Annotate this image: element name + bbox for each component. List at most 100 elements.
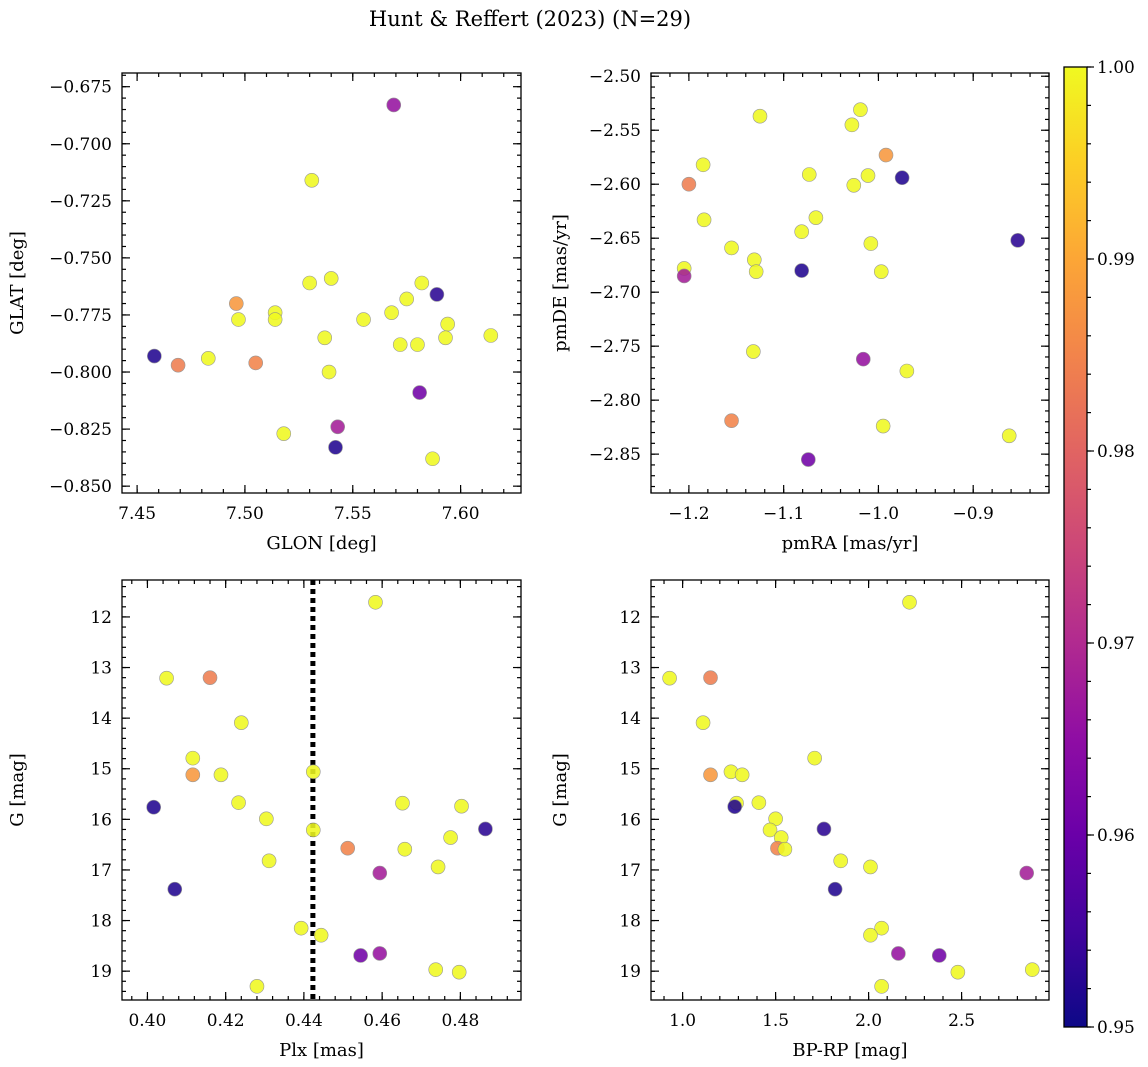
data-point	[794, 263, 809, 278]
x-tick-label: −1.0	[858, 504, 899, 524]
data-point	[302, 275, 317, 291]
x-tick-label: 7.45	[118, 504, 156, 524]
y-tick-label: −2.60	[589, 175, 641, 195]
data-point	[931, 948, 947, 963]
plot-frame	[650, 579, 1050, 1001]
data-point	[443, 830, 458, 845]
colorbar: 0.95 0.96 0.97 0.98 0.99 1.00	[1063, 58, 1135, 1038]
colorbar-tick-label: 0.98	[1097, 442, 1135, 462]
data-point	[395, 795, 410, 811]
data-point	[873, 264, 889, 279]
data-point	[724, 413, 739, 428]
data-point	[170, 357, 186, 373]
plot-frame	[121, 72, 522, 494]
data-point	[231, 795, 246, 810]
data-point	[372, 946, 388, 961]
data-point	[202, 670, 218, 685]
y-tick-label: −2.80	[589, 391, 641, 411]
data-point	[429, 287, 445, 302]
data-points	[676, 102, 1026, 467]
colorbar-tick-label: 1.00	[1097, 58, 1135, 78]
data-points	[662, 594, 1040, 994]
x-axis-label: BP-RP [mag]	[792, 1040, 907, 1061]
data-point	[751, 795, 767, 810]
data-point	[340, 840, 356, 856]
colorbar-tick-label: 0.96	[1097, 826, 1135, 846]
figure-title: Hunt & Reffert (2023) (N=29)	[369, 7, 691, 31]
data-point	[752, 108, 768, 124]
data-point	[267, 312, 283, 327]
data-point	[397, 841, 413, 857]
x-tick-label: 0.42	[207, 1011, 245, 1031]
y-tick-label: 17	[90, 861, 112, 881]
colorbar-tick-label: 0.97	[1097, 634, 1135, 654]
data-point	[681, 176, 697, 192]
data-point	[478, 821, 493, 837]
panel-2: −1.2 −1.1 −1.0 −0.9 −2.50 −2.55 −2.60 −2.65 −2.7…	[550, 67, 1050, 554]
data-point	[875, 418, 891, 434]
data-point	[703, 670, 718, 685]
y-tick-label: −2.65	[589, 229, 641, 249]
y-tick-label: 15	[90, 760, 112, 780]
data-point	[902, 594, 917, 610]
data-point	[676, 268, 692, 284]
data-point	[185, 767, 201, 783]
data-point	[833, 853, 849, 869]
data-point	[368, 594, 383, 610]
data-point	[794, 224, 809, 240]
data-point	[147, 348, 162, 364]
data-point	[159, 670, 174, 686]
y-tick-label: 15	[619, 760, 641, 780]
y-axis-label: G [mag]	[550, 753, 571, 826]
plot-frame	[650, 72, 1050, 494]
y-tick-label: −0.750	[49, 249, 112, 269]
x-tick-label: 2.5	[948, 1011, 975, 1031]
x-tick-label: 0.48	[441, 1011, 479, 1031]
data-point	[801, 167, 817, 182]
data-point	[305, 764, 321, 780]
y-tick-label: 18	[90, 912, 112, 932]
data-point	[807, 750, 822, 766]
data-point	[1019, 865, 1034, 881]
y-tick-label: 12	[90, 608, 112, 628]
data-points	[147, 97, 499, 467]
data-point	[317, 330, 333, 346]
y-axis-label: GLAT [deg]	[7, 231, 28, 335]
y-tick-label: 16	[90, 810, 112, 830]
data-point	[1010, 233, 1026, 248]
x-tick-label: 0.40	[128, 1011, 166, 1031]
data-point	[185, 750, 201, 766]
data-point	[146, 799, 161, 815]
data-point	[414, 275, 430, 291]
data-point	[695, 157, 711, 173]
data-point	[229, 296, 244, 311]
y-tick-label: −2.55	[589, 121, 641, 141]
data-point	[894, 170, 910, 186]
data-point	[777, 841, 793, 857]
data-point	[703, 767, 718, 783]
data-point	[1024, 962, 1040, 977]
y-tick-label: 14	[90, 709, 112, 729]
y-tick-label: 16	[619, 810, 641, 830]
data-point	[330, 419, 345, 435]
y-tick-label: −2.70	[589, 283, 641, 303]
y-tick-label: 14	[619, 709, 641, 729]
y-tick-label: −0.825	[49, 420, 112, 440]
x-tick-label: 2.0	[855, 1011, 882, 1031]
data-point	[440, 316, 455, 332]
data-point	[662, 670, 677, 686]
data-point	[855, 351, 871, 367]
data-point	[695, 715, 711, 730]
x-axis-label: GLON [deg]	[266, 533, 376, 554]
y-tick-label: 13	[619, 659, 641, 679]
data-point	[384, 305, 399, 320]
data-point	[874, 979, 889, 994]
x-tick-label: 7.55	[334, 504, 372, 524]
data-points	[146, 594, 493, 994]
data-point	[696, 212, 712, 228]
data-point	[392, 337, 408, 352]
data-point	[328, 440, 343, 455]
data-point	[372, 865, 388, 881]
y-tick-label: −2.85	[589, 445, 641, 465]
